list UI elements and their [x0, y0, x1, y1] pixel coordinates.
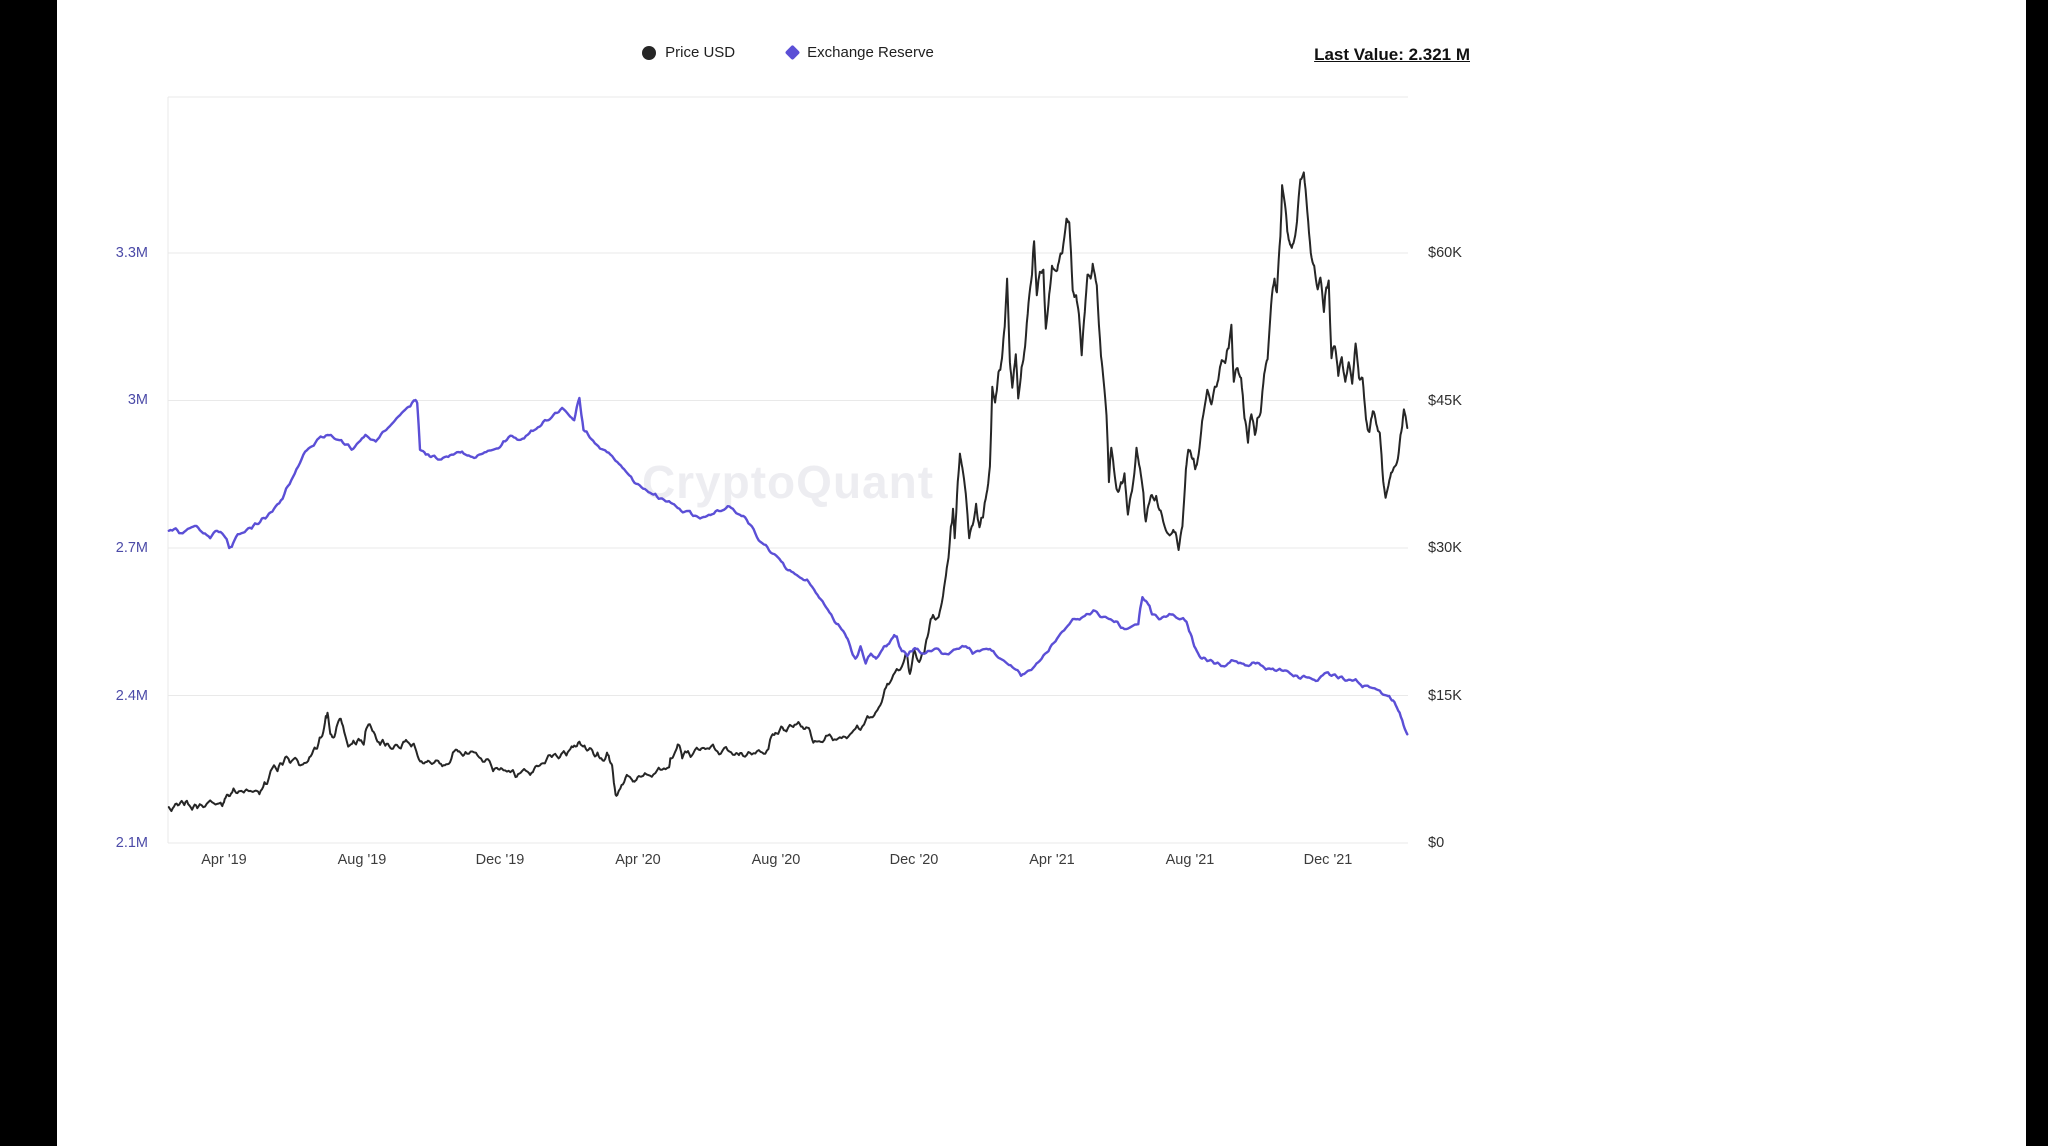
series-price-usd [167, 171, 1409, 813]
right-axis-tick: $60K [1428, 245, 1462, 261]
x-axis-tick: Aug '19 [337, 852, 387, 868]
circle-icon [642, 45, 657, 60]
legend-item-exchange-reserve[interactable]: Exchange Reserve [784, 44, 934, 61]
right-edge-bar [2026, 0, 2048, 1146]
series-exchange-reserve [167, 396, 1409, 736]
x-axis-tick: Apr '20 [615, 852, 661, 868]
right-axis-tick: $45K [1428, 393, 1462, 409]
legend-item-price-usd[interactable]: Price USD [642, 44, 735, 61]
chart-legend: Price USD Exchange Reserve [168, 44, 1408, 61]
left-axis-tick: 3.3M [115, 245, 148, 261]
right-axis-tick: $0 [1428, 835, 1445, 851]
legend-label-exchange-reserve: Exchange Reserve [807, 44, 934, 61]
left-axis-tick: 2.1M [115, 835, 148, 851]
x-axis-tick: Dec '20 [889, 852, 939, 868]
plot-area[interactable] [168, 97, 1408, 843]
left-axis-tick: 3M [127, 392, 148, 408]
x-axis-tick: Aug '21 [1165, 852, 1215, 868]
x-axis-tick: Apr '21 [1029, 852, 1075, 868]
x-axis-tick: Dec '19 [475, 852, 525, 868]
x-axis-tick: Apr '19 [201, 852, 247, 868]
x-axis-tick: Dec '21 [1303, 852, 1353, 868]
x-axis-tick: Aug '20 [751, 852, 801, 868]
left-axis-tick: 2.4M [115, 688, 148, 704]
right-axis-tick: $15K [1428, 688, 1462, 704]
right-axis-tick: $30K [1428, 540, 1462, 556]
left-edge-bar [0, 0, 57, 1146]
gridlines [167, 96, 1408, 844]
legend-label-price-usd: Price USD [665, 44, 736, 61]
last-value-label: Last Value: 2.321 M [1314, 45, 1470, 64]
left-axis-tick: 2.7M [115, 540, 148, 556]
